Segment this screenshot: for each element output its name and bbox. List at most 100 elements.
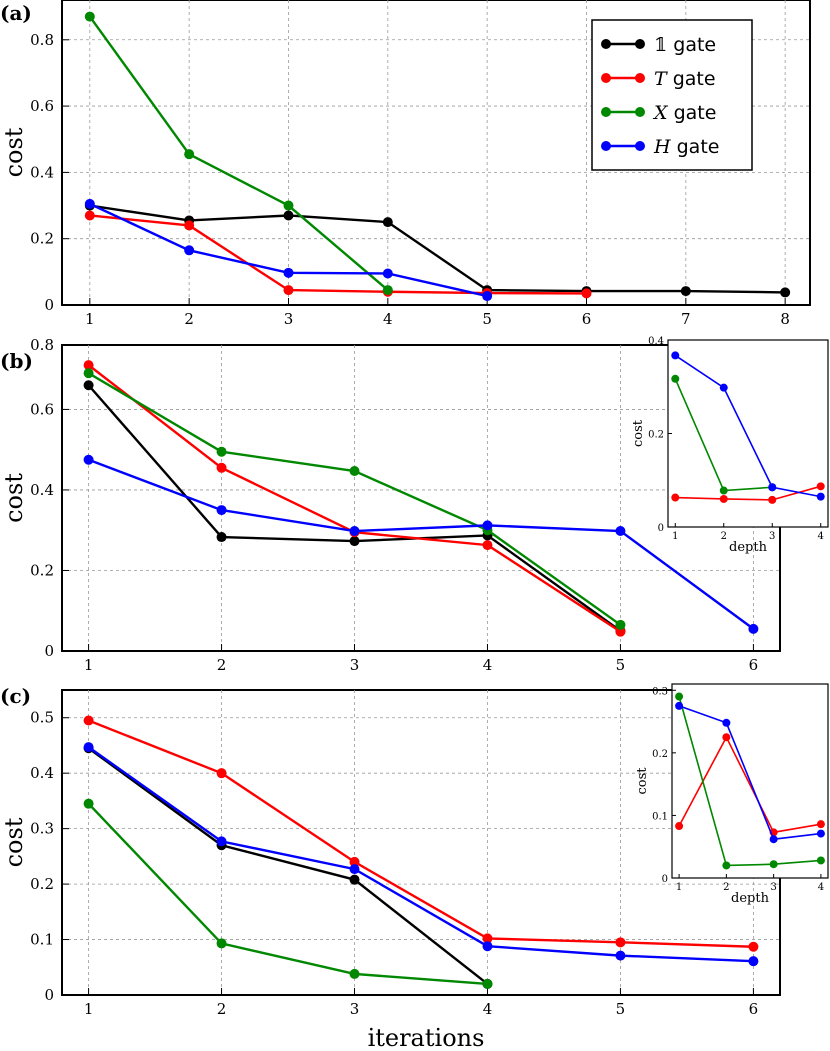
data-point-T [216,462,227,473]
data-point-X [769,860,778,869]
data-point-H [722,718,731,727]
data-point-H [184,245,195,256]
plot-frame [61,0,811,306]
panel-2: 1 2 3 4 5 6 0 0.1 0.2 0.3 0.4 0.5 cost [0,689,781,1018]
data-point-T [615,626,626,637]
series-line-T [675,485,821,501]
data-point-T [675,822,684,831]
x-tick-label: 1 [84,656,94,674]
data-point-identity [216,532,227,543]
y-tick-label: 0.2 [30,875,54,893]
series-line-X [678,696,821,867]
legend-marker [601,107,611,117]
legend-entry: H gate [653,136,719,158]
data-point-H [83,454,94,465]
series-line-X [87,802,488,986]
data-point-X [671,374,680,383]
y-axis-label: cost [0,817,28,867]
y-tick-label: 0.2 [30,561,54,579]
data-point-H [671,351,680,360]
data-point-identity [680,286,691,297]
y-tick-label: 0.6 [30,97,54,115]
data-point-T [816,820,825,829]
data-point-identity [349,536,360,547]
data-point-X [349,968,360,979]
data-point-H [748,956,759,967]
legend-label: gate [667,68,716,90]
x-tick-label: 1 [676,882,682,893]
data-point-X [482,978,493,989]
series-line-T [88,719,754,948]
legend-label: gate [668,102,717,124]
x-tick-label: 5 [616,656,626,674]
legend-marker [635,141,645,151]
series-line-H [87,746,754,963]
data-point-T [615,937,626,948]
data-point-H [615,526,626,537]
y-tick-label: 0.1 [652,811,668,822]
y-tick-label: 0.4 [30,163,54,181]
data-point-H [482,941,493,952]
y-tick-label: 0.1 [30,931,54,949]
legend-entry: X gate [652,102,716,124]
data-point-T [216,768,227,779]
data-point-X [83,798,94,809]
series-line-T [89,214,587,295]
series-line-H [674,354,821,498]
series-line-H [678,705,822,841]
legend-symbol: 𝟙 [654,34,667,56]
legend-symbol: T [654,68,668,90]
y-axis-label: cost [631,419,646,447]
x-tick-label: 6 [749,656,759,674]
data-point-X [722,861,731,870]
legend-marker [601,73,611,83]
panel-1: 1 2 3 4 5 6 0 0.2 0.4 0.6 0.8 cost [0,336,781,674]
x-tick-label: 4 [818,531,824,542]
y-tick-label: 0.2 [652,749,668,760]
data-point-T [482,933,493,944]
data-point-T [768,495,777,504]
series-line-identity [87,747,489,985]
x-tick-label: 6 [749,1000,759,1018]
x-tick-label: 2 [184,310,194,328]
data-point-H [83,742,94,753]
data-point-identity [83,380,94,391]
data-point-H [719,383,728,392]
data-point-H [216,505,227,516]
data-point-X [184,149,195,160]
panel-label: (a) [0,1,32,25]
data-point-identity [382,217,393,228]
data-point-X [615,619,626,630]
panel-0: 1 2 3 4 5 6 7 8 0 0.2 0.4 0.6 0.8 cost [0,0,811,328]
legend-label: gate [667,34,716,56]
data-point-X [382,285,393,296]
series-line-identity [89,204,786,294]
data-point-X [83,368,94,379]
y-tick-label: 0 [658,523,664,534]
data-point-T [816,482,825,491]
x-tick-label: 4 [818,882,824,893]
data-point-X [719,486,728,495]
x-tick-label: 2 [723,882,729,893]
y-tick-label: 0.3 [30,820,54,838]
x-tick-label: 3 [350,656,360,674]
inset-x-axis-label: depth [731,891,770,906]
data-point-H [675,701,684,710]
data-point-T [349,856,360,867]
inset-2: 1 2 3 4 0 0.1 0.2 0.3 cost depth [635,683,829,906]
x-tick-label: 4 [383,310,393,328]
legend-label: gate [671,136,720,158]
x-tick-label: 3 [769,531,775,542]
y-tick-label: 0.3 [652,686,668,697]
data-point-T [83,360,94,371]
legend-marker [635,39,645,49]
data-point-H [349,864,360,875]
y-tick-label: 0.4 [30,481,54,499]
data-point-T [671,493,680,502]
data-point-H [768,483,777,492]
data-point-H [816,492,825,501]
y-axis-label: cost [0,473,28,523]
data-point-H [482,291,493,302]
